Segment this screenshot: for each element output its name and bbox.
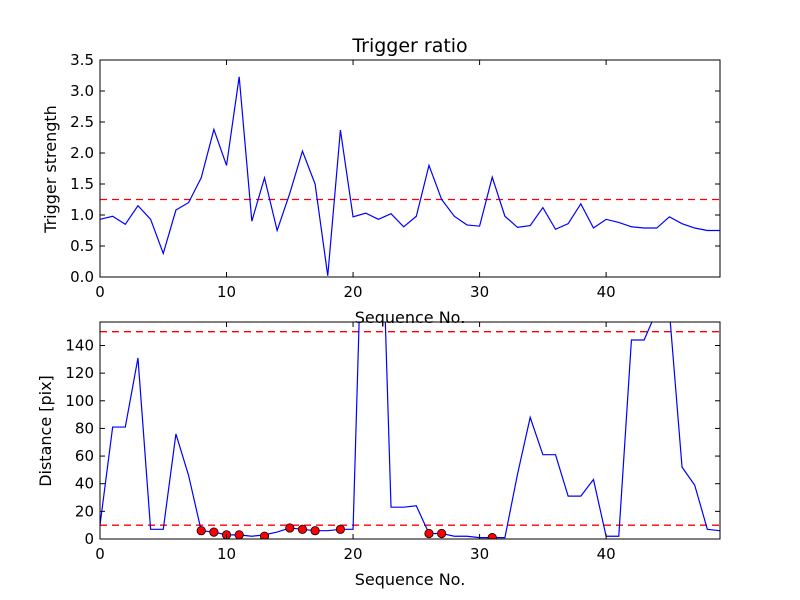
data-point (196, 526, 206, 536)
y-tick-label: 0 (84, 530, 94, 548)
data-point (259, 531, 270, 539)
data-point (487, 533, 497, 539)
axes-frame (99, 321, 721, 540)
x-tick-label: 20 (344, 283, 363, 301)
y-axis-label: Distance [pix] (36, 375, 55, 487)
data-point (437, 528, 447, 539)
y-tick-label: 2.5 (70, 113, 94, 131)
x-tick-label: 0 (95, 283, 105, 301)
y-tick-label: 3.5 (70, 51, 94, 69)
data-point (297, 524, 308, 534)
x-tick-label: 10 (217, 283, 236, 301)
x-tick-label: 20 (344, 545, 363, 563)
tick-group: 0 10 20 30 40 0.0 0.5 1.0 1.5 2.0 2.5 3.0 3.5 (70, 51, 720, 301)
y-tick-label: 60 (75, 447, 94, 465)
data-point (209, 527, 219, 537)
y-tick-label: 0.5 (70, 237, 94, 255)
axes-frame (99, 59, 721, 278)
data-point (424, 528, 434, 539)
distance-chart: 0 10 20 30 40 0 20 40 60 80 100 120 140 Sequence No.… (36, 321, 721, 589)
y-tick-label: 1.5 (70, 175, 94, 193)
y-tick-label: 140 (65, 336, 94, 354)
x-axis-label: Sequence No. (355, 570, 466, 589)
x-tick-label: 40 (597, 283, 616, 301)
plot-area (99, 59, 721, 278)
y-tick-label: 40 (75, 475, 94, 493)
plot-area (99, 321, 721, 540)
chart-title: Trigger ratio (351, 35, 467, 57)
x-tick-label: 30 (470, 283, 489, 301)
y-tick-label: 120 (65, 364, 94, 382)
x-tick-label: 0 (95, 545, 105, 563)
y-axis-label: Trigger strength (41, 105, 60, 234)
series-line (100, 76, 720, 276)
clipped-marks (100, 322, 720, 539)
y-tick-label: 0.0 (70, 268, 94, 286)
data-point (285, 523, 295, 533)
y-tick-label: 1.0 (70, 206, 94, 224)
y-tick-label: 80 (75, 419, 94, 437)
clipped-marks (100, 76, 720, 276)
x-axis-label: Sequence No. (355, 308, 466, 327)
data-point (310, 526, 320, 536)
y-tick-label: 3.0 (70, 82, 94, 100)
y-tick-label: 2.0 (70, 144, 94, 162)
y-tick-label: 100 (65, 392, 94, 410)
tick-group: 0 10 20 30 40 0 20 40 60 80 100 120 140 (65, 322, 720, 563)
data-point (335, 524, 346, 534)
x-tick-label: 40 (597, 545, 616, 563)
x-tick-label: 30 (470, 545, 489, 563)
data-point (234, 530, 244, 539)
x-tick-label: 10 (217, 545, 236, 563)
y-tick-label: 20 (75, 502, 94, 520)
